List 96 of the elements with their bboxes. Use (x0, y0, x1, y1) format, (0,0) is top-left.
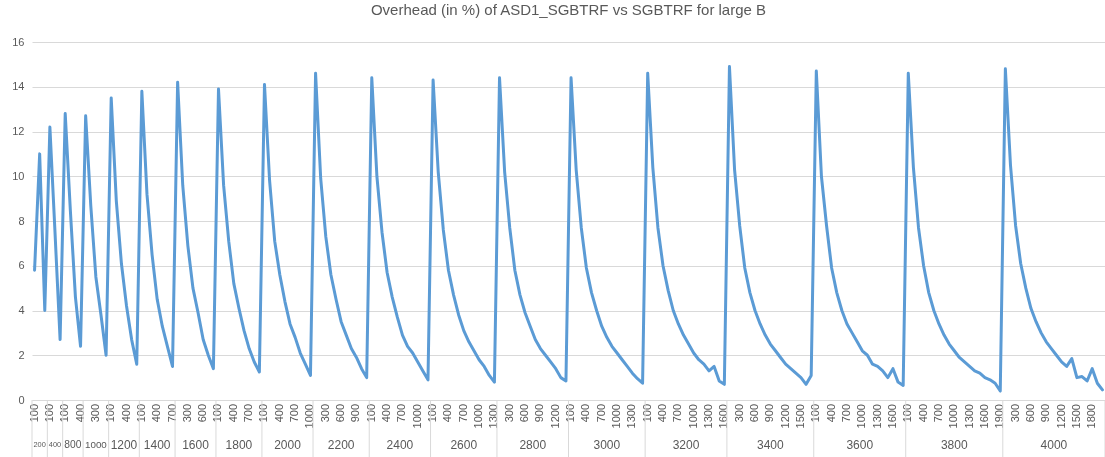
x-tick-label: 1300 (487, 404, 500, 429)
x-tick-label: 1300 (870, 404, 883, 429)
x-tick-label: 600 (196, 404, 209, 423)
x-tick-label: 300 (88, 404, 101, 423)
x-tick-label: 600 (518, 404, 531, 423)
x-tick-label: 600 (334, 404, 347, 423)
x-tick-label: 700 (288, 404, 301, 423)
x-tick-label: 1500 (1069, 404, 1082, 429)
y-tick-label: 0 (18, 393, 25, 406)
text: 1200 (110, 438, 138, 452)
x-tick-label: 1800 (1085, 404, 1098, 429)
x-tick-label: 300 (502, 404, 515, 423)
x-tick-label: 1900 (993, 404, 1006, 429)
x-tick-label: 100 (257, 404, 270, 423)
text: 3800 (940, 438, 968, 452)
text: 1000 (84, 439, 108, 450)
text: 2400 (386, 438, 414, 452)
line-series (33, 65, 1104, 393)
x-tick-label: 1000 (855, 404, 868, 429)
x-tick-label: 900 (763, 404, 776, 423)
x-tick-label: 400 (150, 404, 163, 423)
x-tick-label: 400 (272, 404, 285, 423)
text: 3400 (756, 438, 784, 452)
x-tick-label: 1500 (793, 404, 806, 429)
x-tick-label: 900 (1039, 404, 1052, 423)
x-tick-label: 400 (119, 404, 132, 423)
x-tick-label: 100 (364, 404, 377, 423)
text: 1600 (182, 438, 210, 452)
x-tick-label: 400 (441, 404, 454, 423)
text: 4000 (1040, 438, 1068, 452)
text: 2200 (327, 438, 355, 452)
x-tick-label: 300 (180, 404, 193, 423)
x-tick-label: 1300 (702, 404, 715, 429)
x-tick-label: 100 (640, 404, 653, 423)
x-tick-label: 1000 (303, 404, 316, 429)
x-tick-label: 1300 (962, 404, 975, 429)
y-tick-label: 14 (12, 80, 25, 93)
x-tick-label: 400 (380, 404, 393, 423)
x-tick-label: 400 (73, 404, 86, 423)
text: 3000 (593, 438, 621, 452)
x-tick-label: 900 (533, 404, 546, 423)
x-tick-label: 100 (901, 404, 914, 423)
text: 3600 (846, 438, 874, 452)
y-tick-label: 10 (12, 169, 25, 182)
x-tick-label: 600 (1023, 404, 1036, 423)
x-tick-label: 400 (824, 404, 837, 423)
x-tick-label: 700 (671, 404, 684, 423)
x-tick-label: 1600 (885, 404, 898, 429)
x-tick-label: 900 (349, 404, 362, 423)
x-tick-label: 700 (456, 404, 469, 423)
x-tick-label: 700 (242, 404, 255, 423)
x-tick-label: 1200 (1054, 404, 1067, 429)
x-tick-label: 100 (104, 404, 117, 423)
x-tick-label: 1000 (410, 404, 423, 429)
text: 1400 (143, 438, 171, 452)
y-tick-label: 16 (12, 35, 25, 48)
x-tick-label: 1000 (947, 404, 960, 429)
x-tick-label: 300 (1008, 404, 1021, 423)
y-tick-label: 4 (18, 304, 25, 316)
text: 2600 (450, 438, 478, 452)
x-tick-label: 100 (27, 404, 40, 423)
x-tick-label: 100 (58, 404, 71, 423)
x-tick-label: 1000 (686, 404, 699, 429)
y-tick-label: 8 (18, 214, 25, 227)
x-tick-label: 700 (839, 404, 852, 423)
chart-title: Overhead (in %) of ASD1_SGBTRF vs SGBTRF for large B (370, 1, 767, 18)
x-tick-label: 300 (732, 404, 745, 423)
text: 3200 (672, 438, 700, 452)
x-tick-label: 1600 (977, 404, 990, 429)
text: 1800 (225, 438, 253, 452)
x-tick-label: 1000 (472, 404, 485, 429)
x-tick-label: 600 (748, 404, 760, 423)
x-tick-label: 100 (42, 404, 55, 423)
x-tick-label: 300 (318, 404, 331, 423)
x-tick-label: 100 (211, 404, 224, 423)
y-tick-label: 6 (18, 259, 25, 272)
y-tick-label: 12 (12, 125, 25, 137)
x-tick-label: 700 (594, 404, 607, 423)
x-tick-label: 100 (134, 404, 147, 423)
x-tick-label: 700 (931, 404, 944, 423)
x-tick-label: 400 (226, 404, 239, 423)
text: 2000 (274, 438, 302, 452)
x-tick-label: 700 (395, 404, 408, 423)
x-tick-label: 400 (656, 404, 669, 423)
x-tick-label: 400 (579, 404, 592, 423)
x-tick-label: 100 (809, 404, 822, 423)
x-tick-label: 1200 (778, 404, 791, 429)
x-tick-label: 1200 (548, 404, 561, 429)
text: 800 (64, 439, 82, 450)
x-tick-label: 1300 (625, 404, 638, 429)
x-tick-label: 1000 (610, 404, 623, 429)
text: 2800 (519, 438, 547, 452)
y-tick-label: 2 (18, 348, 25, 361)
x-tick-label: 700 (165, 404, 178, 423)
x-tick-label: 1600 (717, 404, 730, 429)
x-tick-label: 400 (916, 404, 929, 423)
